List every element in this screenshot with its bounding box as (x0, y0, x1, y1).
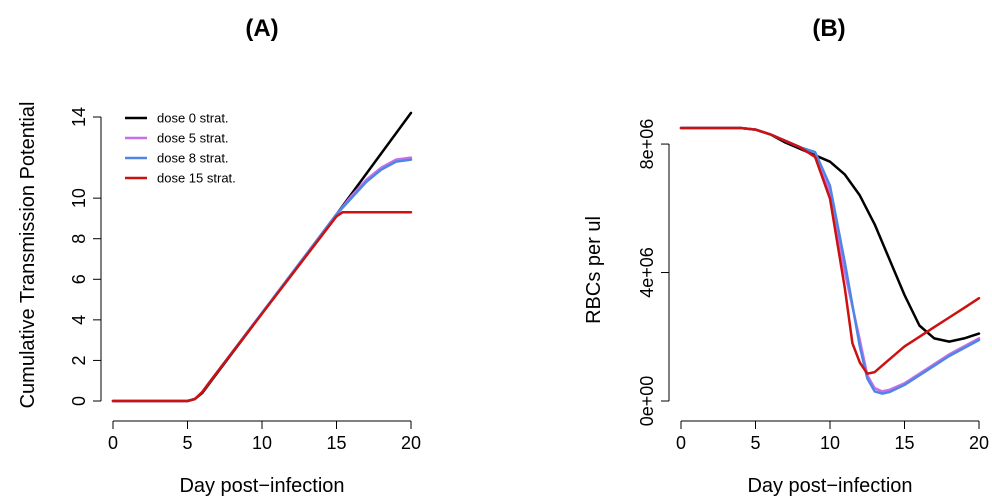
x-tick-label: 0 (676, 433, 686, 453)
x-tick-label: 20 (969, 433, 989, 453)
series-line-dose-5-strat- (679, 126, 981, 393)
x-tick-label: 10 (252, 433, 272, 453)
y-tick-label: 2 (69, 355, 89, 365)
series-line-dose-0-strat- (679, 126, 981, 343)
y-tick-label: 4e+06 (637, 247, 657, 298)
legend: dose 0 strat. dose 5 strat. dose 8 strat. d… (125, 111, 236, 186)
legend-label: dose 15 strat. (157, 171, 236, 186)
chart-panel-0: (A) 0 5 10 15 20 Day post−infection 0 2 4 6 8 10 14 Cu… (17, 15, 421, 497)
series-line-dose-5-strat- (111, 156, 413, 403)
x-tick-label: 0 (108, 433, 118, 453)
x-axis-label: Day post−infection (179, 475, 344, 497)
y-tick-label: 10 (69, 188, 89, 208)
x-tick-label: 5 (182, 433, 192, 453)
x-tick-label: 10 (820, 433, 840, 453)
legend-label: dose 8 strat. (157, 151, 229, 166)
chart-panel-1: (B) 0 5 10 15 20 Day post−infection 0e+00 4e+06 8… (583, 15, 989, 497)
x-tick-label: 15 (894, 433, 914, 453)
series-line-dose-8-strat- (111, 158, 413, 403)
y-tick-label: 0 (69, 396, 89, 406)
y-tick-label: 6 (69, 274, 89, 284)
y-tick-label: 14 (69, 107, 89, 127)
series-line-dose-15-strat- (111, 211, 413, 403)
y-tick-label: 0e+00 (637, 376, 657, 427)
panel-title: (A) (245, 15, 278, 42)
y-axis-label: RBCs per ul (583, 216, 605, 324)
series-line-dose-8-strat- (679, 126, 981, 395)
y-axis-label: Cumulative Transmission Potential (17, 102, 39, 409)
y-tick-label: 4 (69, 315, 89, 325)
x-tick-label: 15 (326, 433, 346, 453)
legend-label: dose 0 strat. (157, 111, 229, 126)
panel-title: (B) (812, 15, 845, 42)
series-line-dose-15-strat- (679, 126, 981, 375)
y-tick-label: 8 (69, 234, 89, 244)
x-tick-label: 20 (401, 433, 421, 453)
y-tick-label: 8e+06 (637, 119, 657, 170)
x-tick-label: 5 (750, 433, 760, 453)
x-axis-label: Day post−infection (747, 475, 912, 497)
legend-label: dose 5 strat. (157, 131, 229, 146)
